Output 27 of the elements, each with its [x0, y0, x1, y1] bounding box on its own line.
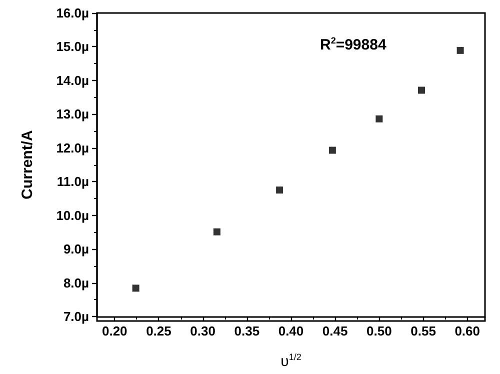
- y-tick-label: 14.0µ: [56, 72, 89, 88]
- point: [456, 46, 464, 54]
- x-tick-label: 0.45: [322, 324, 348, 338]
- y-tick-label: 10.0µ: [56, 208, 89, 223]
- point: [276, 186, 284, 194]
- x-tick-label: 0.20: [102, 324, 128, 338]
- y-tick-label: 16.0µ: [56, 6, 89, 20]
- point: [376, 115, 383, 122]
- x-tick-label: 0.30: [190, 324, 216, 338]
- x-tick-label: 0.50: [366, 324, 392, 338]
- x-tick-label: 0.25: [146, 324, 172, 338]
- point: [328, 146, 336, 154]
- x-tick-label: 0.35: [234, 324, 260, 338]
- y-tick-label: 8.0µ: [63, 275, 89, 290]
- y-tick-label: 11.0µ: [56, 174, 89, 190]
- y-tick-label: 12.0µ: [56, 140, 89, 156]
- point: [418, 86, 426, 94]
- point: [213, 228, 220, 236]
- y-tick-label: 13.0µ: [56, 106, 89, 122]
- x-tick-label: 0.55: [410, 324, 436, 338]
- y-tick-label: 9.0µ: [63, 242, 89, 257]
- x-tick-label: 0.60: [454, 324, 480, 338]
- point: [132, 284, 140, 292]
- x-tick-label: 0.40: [278, 324, 304, 338]
- y-tick-label: 15.0µ: [56, 39, 89, 54]
- y-tick-label: 7.0µ: [63, 309, 89, 324]
- y-axis-title: Current/A: [19, 130, 36, 200]
